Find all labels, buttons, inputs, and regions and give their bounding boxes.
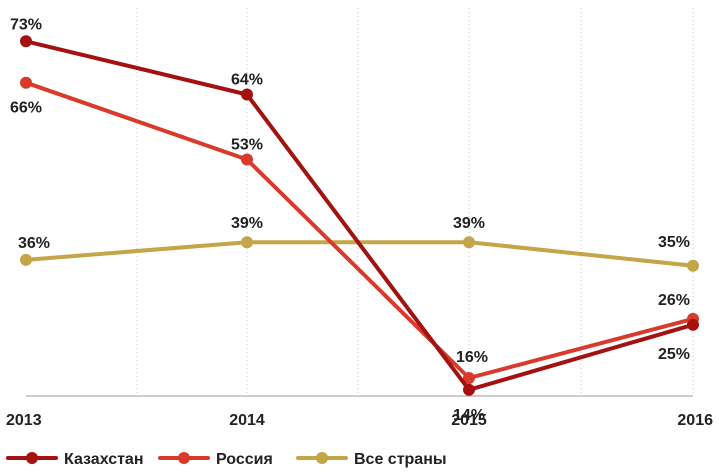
legend-item: Россия xyxy=(158,451,273,468)
data-label: 35% xyxy=(658,234,690,251)
data-point xyxy=(20,76,32,89)
data-point xyxy=(20,253,32,266)
x-tick-label: 2013 xyxy=(6,412,42,429)
data-label: 25% xyxy=(658,346,690,363)
data-label: 14% xyxy=(453,407,485,424)
data-label: 73% xyxy=(10,16,42,33)
x-tick-label: 2014 xyxy=(229,412,265,429)
series-line-1 xyxy=(24,80,695,380)
x-tick-label: 2016 xyxy=(677,412,713,429)
data-label: 39% xyxy=(453,215,485,232)
series-line-0 xyxy=(24,39,695,392)
data-point xyxy=(20,35,32,48)
legend-item: Казахстан xyxy=(6,451,144,468)
data-point xyxy=(463,372,475,384)
data-point xyxy=(463,383,475,396)
data-label: 36% xyxy=(18,235,50,252)
legend-label: Казахстан xyxy=(64,451,144,468)
data-labels: 73% 64% 14% 25% 66% 53% 16% 26% 36% 39% 39% 35% xyxy=(10,16,690,423)
grid-lines xyxy=(136,8,694,396)
data-label: 39% xyxy=(231,215,263,232)
data-point xyxy=(687,259,699,272)
series-layer xyxy=(20,35,699,396)
data-point xyxy=(463,236,475,249)
data-label: 53% xyxy=(231,136,263,153)
legend-item: Все страны xyxy=(296,451,447,468)
data-label: 66% xyxy=(10,100,42,117)
data-point xyxy=(687,318,699,331)
data-point xyxy=(241,153,253,166)
legend-swatch-marker xyxy=(316,452,328,464)
legend-label: Все страны xyxy=(354,451,447,468)
data-label: 26% xyxy=(658,292,690,309)
data-point xyxy=(241,236,253,249)
legend-swatch-marker xyxy=(178,452,190,464)
data-label: 16% xyxy=(456,349,488,366)
x-tick-label: 2015 xyxy=(451,412,487,429)
data-point xyxy=(241,88,253,101)
legend: Казахстан Россия Все страны xyxy=(6,451,447,468)
x-axis-ticks: 2013 2014 2015 2016 xyxy=(6,412,713,429)
legend-swatch-marker xyxy=(26,452,38,464)
data-label: 64% xyxy=(231,72,263,89)
legend-label: Россия xyxy=(216,451,273,468)
